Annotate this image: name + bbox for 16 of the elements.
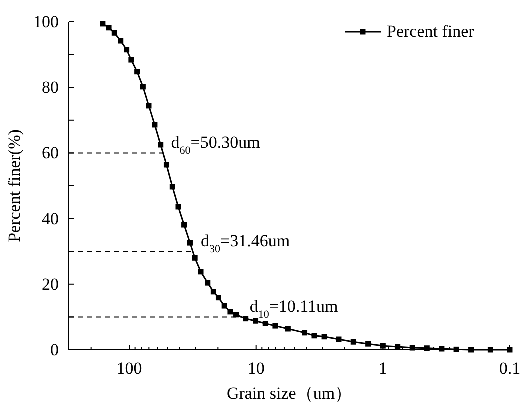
x-tick-label: 0.1 bbox=[499, 359, 521, 378]
legend-label: Percent finer bbox=[387, 22, 475, 41]
y-axis-title: Percent finer(%) bbox=[5, 130, 24, 242]
x-tick-label: 10 bbox=[248, 359, 265, 378]
y-tick-label: 80 bbox=[42, 78, 59, 98]
x-tick-label: 100 bbox=[116, 359, 142, 378]
x-axis-title: Grain size（um） bbox=[226, 384, 352, 403]
y-tick-label: 40 bbox=[42, 209, 59, 228]
ref-line-label: d$_{30}$=31.46um bbox=[200, 232, 290, 256]
y-tick-label: 100 bbox=[34, 12, 59, 32]
ref-line-label: d$_{60}$=50.30um bbox=[171, 133, 260, 158]
ref-line-label: d$_{10}$=10.11um bbox=[250, 297, 338, 322]
x-tick-label: 1 bbox=[378, 359, 388, 378]
y-tick-label: 0 bbox=[50, 340, 59, 360]
y-tick-label: 60 bbox=[42, 144, 59, 163]
y-tick-label: 20 bbox=[42, 274, 59, 294]
